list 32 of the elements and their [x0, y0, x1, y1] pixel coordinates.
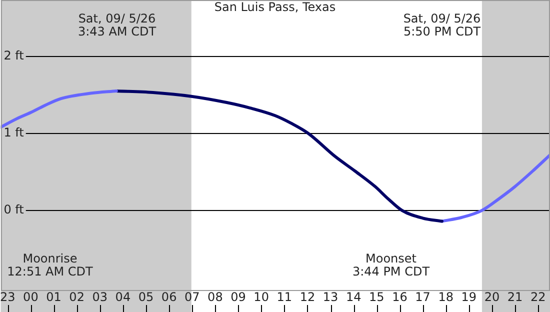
x-tick-label: 09 — [230, 290, 246, 304]
x-tick-label: 22 — [530, 290, 546, 304]
y-tick-label: 0 ft — [4, 202, 24, 217]
y-tick-label: 2 ft — [4, 48, 24, 63]
x-tick-label: 15 — [369, 290, 384, 304]
annotation: Moonrise 12:51 AM CDT — [7, 252, 94, 279]
x-tick-label: 23 — [0, 290, 16, 304]
y-tick-label: 1 ft — [4, 126, 24, 140]
x-tick-label: 20 — [484, 290, 500, 304]
annotation: Moonset 3:44 PM CDT — [352, 252, 430, 279]
x-tick-label: 02 — [69, 290, 84, 304]
x-tick-label: 19 — [461, 290, 477, 304]
x-tick-label: 00 — [23, 290, 38, 304]
x-tick-label: 01 — [46, 290, 62, 304]
x-tick-label: 05 — [138, 290, 154, 304]
x-tick-label: 17 — [415, 290, 430, 304]
x-tick-label: 21 — [507, 290, 523, 304]
x-tick-label: 08 — [208, 290, 223, 304]
annotation: Sat, 09/ 5/26 3:43 AM CDT — [78, 12, 157, 39]
x-tick-label: 12 — [300, 290, 316, 304]
x-tick-label: 03 — [92, 290, 108, 304]
x-tick-label: 13 — [322, 290, 338, 304]
x-tick-label: 07 — [184, 290, 200, 304]
x-tick-label: 14 — [346, 290, 362, 304]
x-tick-label: 06 — [161, 290, 177, 304]
x-tick-label: 16 — [392, 290, 408, 304]
x-tick-label: 18 — [438, 290, 454, 304]
chart-title: San Luis Pass, Texas — [214, 0, 336, 14]
x-tick-label: 11 — [276, 290, 292, 304]
x-tick-label: 04 — [115, 290, 131, 304]
x-tick-label: 10 — [254, 290, 269, 304]
annotation: Sat, 09/ 5/26 5:50 PM CDT — [403, 12, 482, 39]
